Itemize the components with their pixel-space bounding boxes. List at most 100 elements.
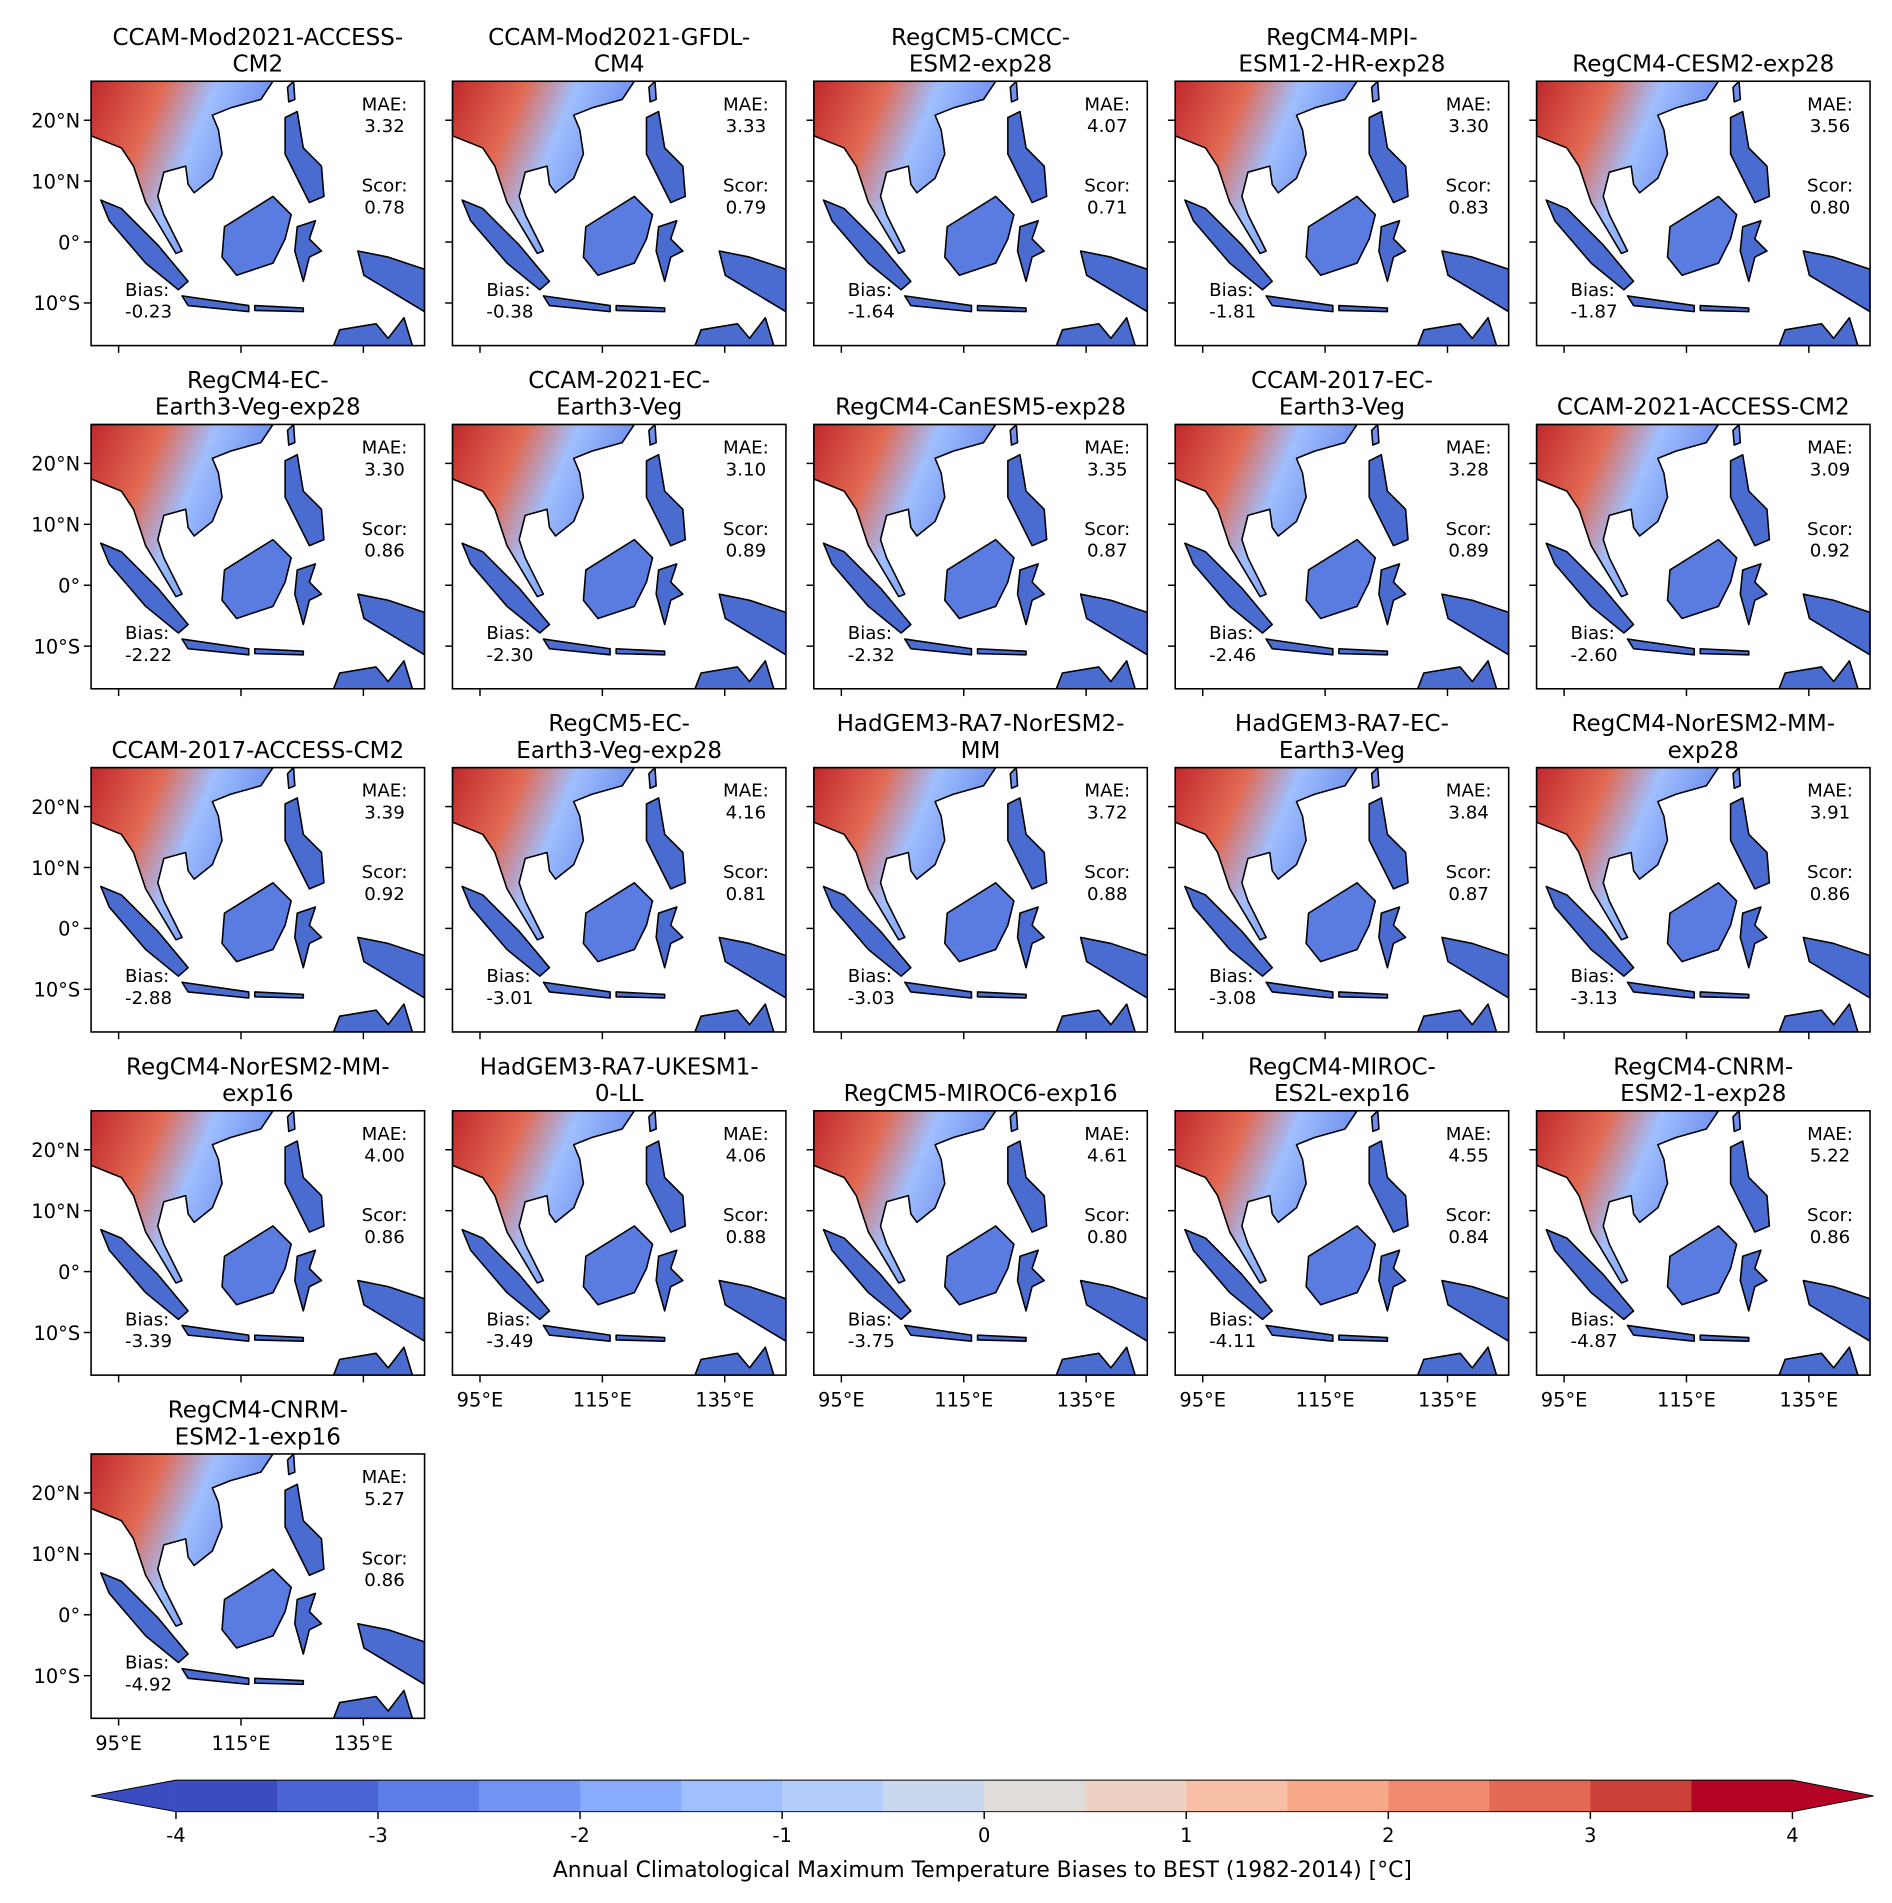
y-tick-label: 10°N: [31, 1200, 80, 1223]
stat-value: -4.92: [125, 1674, 172, 1695]
stat-label: MAE:: [1084, 781, 1130, 802]
panel-title: CCAM-2017-EC-: [1251, 368, 1433, 394]
stat-label: MAE:: [362, 438, 408, 459]
stat-label: MAE:: [362, 1124, 408, 1145]
y-tick-label: 0°: [58, 575, 80, 598]
panel-title: HadGEM3-RA7-UKESM1-: [480, 1054, 759, 1080]
stat-value: -4.87: [1571, 1331, 1618, 1352]
stat-label: Bias:: [848, 623, 892, 644]
y-tick-label: 10°S: [33, 1665, 80, 1688]
stat-value: 3.72: [1087, 803, 1127, 824]
x-tick-label: 115°E: [1657, 1389, 1716, 1412]
map-frame: [451, 80, 787, 347]
panel-title: Earth3-Veg: [1279, 738, 1405, 764]
stat-label: MAE:: [723, 781, 769, 802]
colorbar-tick-label: 2: [1382, 1824, 1394, 1847]
x-tick-label: 95°E: [457, 1389, 504, 1412]
panel-title: ESM2-1-exp28: [1620, 1081, 1786, 1107]
stat-value: -3.75: [848, 1331, 895, 1352]
map-frame: [90, 80, 426, 347]
stat-label: MAE:: [362, 94, 408, 115]
stat-label: Scor:: [1084, 862, 1130, 883]
stat-value: 0.92: [1810, 541, 1850, 562]
stat-value: -1.87: [1571, 302, 1618, 323]
panel-title: CCAM-2021-EC-: [528, 368, 710, 394]
stat-label: MAE:: [362, 1467, 408, 1488]
colorbar-bin: [479, 1780, 581, 1812]
stat-label: Bias:: [125, 966, 169, 987]
stat-value: 3.09: [1810, 459, 1850, 480]
stat-label: MAE:: [1446, 1124, 1492, 1145]
stat-label: Scor:: [1446, 862, 1492, 883]
stat-label: MAE:: [1446, 94, 1492, 115]
stat-value: 0.86: [364, 1570, 404, 1591]
stat-label: MAE:: [1446, 438, 1492, 459]
stat-value: -3.08: [1209, 988, 1256, 1009]
map-panel: HadGEM3-RA7-UKESM1-0-LL MAE:4.06 Scor:0.88…: [445, 1054, 787, 1412]
stat-value: 3.30: [1448, 116, 1488, 137]
x-tick-label: 95°E: [95, 1732, 142, 1755]
panel-title: ESM2-1-exp16: [175, 1424, 341, 1450]
y-tick-label: 10°S: [33, 979, 80, 1002]
stat-value: 5.27: [364, 1489, 404, 1510]
stat-value: 3.30: [364, 459, 404, 480]
x-tick-label: 115°E: [212, 1732, 271, 1755]
stat-label: Scor:: [362, 862, 408, 883]
panel-title: CM4: [594, 52, 645, 78]
x-tick-label: 135°E: [334, 1732, 393, 1755]
stat-value: 3.56: [1810, 116, 1850, 137]
stat-value: 3.91: [1810, 803, 1850, 824]
y-tick-label: 10°N: [31, 1543, 80, 1566]
x-tick-label: 115°E: [934, 1389, 993, 1412]
stat-label: Bias:: [1209, 1309, 1253, 1330]
y-tick-label: 20°N: [31, 1482, 80, 1505]
colorbar-bin: [883, 1780, 985, 1812]
map-panel: CCAM-2021-EC-Earth3-Veg MAE:3.10 Scor:0.89…: [445, 368, 787, 697]
stat-value: 3.35: [1087, 459, 1127, 480]
colorbar-tick-label: -1: [772, 1824, 791, 1847]
panel-title: Earth3-Veg: [556, 395, 682, 421]
stat-value: 0.87: [1448, 884, 1488, 905]
map-panel: RegCM5-CMCC-ESM2-exp28 MAE:4.07 Scor:0.71 B…: [806, 25, 1149, 353]
stat-label: Bias:: [1571, 966, 1615, 987]
map-panel: HadGEM3-RA7-EC-Earth3-Veg MAE:3.84 Scor:0.…: [1167, 711, 1510, 1040]
map-frame: [90, 1109, 426, 1376]
map-panel: RegCM5-MIROC6-exp16 MAE:4.61 Scor:0.80 Bias…: [806, 1081, 1149, 1412]
stat-value: 3.39: [364, 803, 404, 824]
x-tick-label: 95°E: [1179, 1389, 1226, 1412]
panel-title: exp16: [222, 1081, 293, 1107]
map-frame: [1535, 766, 1871, 1033]
colorbar-over: [1792, 1780, 1874, 1812]
colorbar-bin: [175, 1780, 278, 1812]
panel-title: RegCM5-CMCC-: [891, 25, 1070, 51]
stat-label: Bias:: [125, 280, 169, 301]
map-panel: CCAM-Mod2021-GFDL-CM4 MAE:3.33 Scor:0.79 Bi…: [445, 25, 787, 353]
map-panel: CCAM-2021-ACCESS-CM2 MAE:3.09 Scor:0.92 Bia…: [1529, 395, 1871, 697]
colorbar-bin: [1590, 1780, 1693, 1812]
stat-value: 0.81: [726, 884, 766, 905]
stat-label: Scor:: [723, 1205, 769, 1226]
colorbar-tick-label: 0: [978, 1824, 990, 1847]
panel-title: ES2L-exp16: [1274, 1081, 1410, 1107]
map-frame: [90, 766, 426, 1033]
map-frame: [813, 766, 1149, 1033]
colorbar-tick-label: 3: [1584, 1824, 1596, 1847]
stat-label: MAE:: [723, 438, 769, 459]
stat-label: Bias:: [1209, 623, 1253, 644]
stat-value: -2.30: [486, 645, 533, 666]
colorbar-tick-label: -2: [570, 1824, 589, 1847]
stat-value: -1.64: [848, 302, 895, 323]
colorbar-bin: [1085, 1780, 1187, 1812]
panel-title: RegCM5-MIROC6-exp16: [844, 1081, 1118, 1107]
map-panel: RegCM4-MIROC-ES2L-exp16 MAE:4.55 Scor:0.84…: [1167, 1054, 1510, 1412]
map-panel: HadGEM3-RA7-NorESM2-MM MAE:3.72 Scor:0.88 B…: [806, 711, 1149, 1040]
x-tick-label: 95°E: [818, 1389, 865, 1412]
colorbar-tick-label: -3: [368, 1824, 387, 1847]
panel-title: RegCM4-NorESM2-MM-: [126, 1054, 390, 1080]
stat-value: -3.13: [1571, 988, 1618, 1009]
stat-label: Bias:: [486, 280, 530, 301]
stat-value: 0.78: [364, 197, 404, 218]
stat-value: -1.81: [1209, 302, 1256, 323]
panel-title: exp28: [1668, 738, 1739, 764]
